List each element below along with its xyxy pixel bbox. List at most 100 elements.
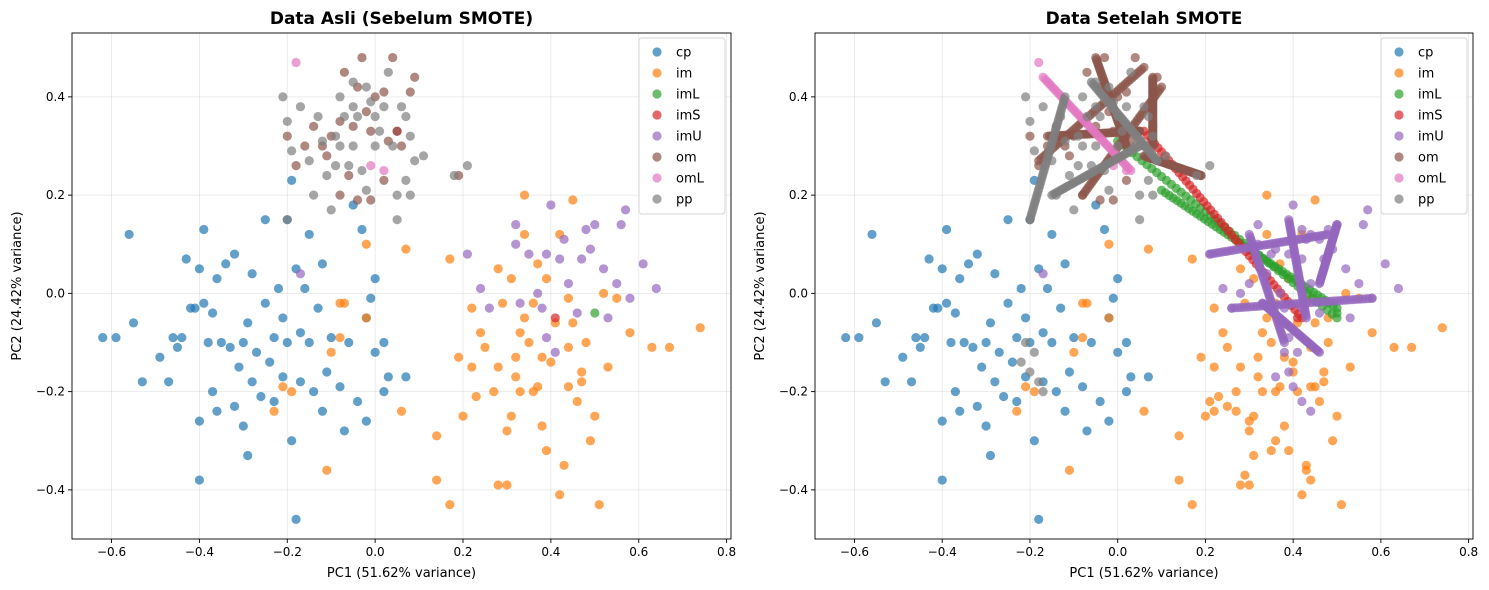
legend-label-omL: omL [1418, 172, 1447, 187]
data-point-pp [1161, 151, 1171, 161]
data-point-im [1279, 421, 1289, 431]
legend-label-imS: imS [1418, 109, 1443, 124]
data-point-cp [972, 249, 982, 259]
data-point-im [647, 342, 657, 353]
data-point-imU [1306, 229, 1316, 240]
data-point-pp [331, 161, 341, 171]
data-point-im [506, 274, 516, 284]
data-point-cp [1069, 332, 1079, 343]
data-point-cp [207, 387, 218, 397]
data-point-im [519, 313, 530, 323]
data-point-om [410, 72, 420, 82]
chart-title-original: Data Asli (Sebelum SMOTE) [270, 9, 533, 29]
data-point-im [445, 254, 455, 264]
data-point-imU [1253, 219, 1263, 230]
data-point-pp [388, 141, 398, 151]
data-point-cp [933, 303, 943, 313]
x-tick-label: 0.4 [1284, 545, 1303, 559]
data-point-cp [300, 283, 310, 294]
data-point-cp [124, 229, 134, 240]
data-point-im [1029, 387, 1039, 397]
data-point-cp [924, 254, 934, 264]
data-point-im [537, 421, 547, 431]
legend-label-om: om [1418, 151, 1439, 166]
data-point-im [1323, 337, 1333, 348]
data-point-imU [638, 259, 648, 269]
legend-marker-im [1394, 68, 1404, 78]
data-point-pp [1099, 165, 1110, 176]
data-point-om [1082, 67, 1092, 77]
data-point-im [1271, 387, 1281, 397]
synthetic-point-imU [1314, 347, 1325, 357]
chart-title-smote: Data Setelah SMOTE [1046, 9, 1243, 29]
data-point-im [1218, 328, 1228, 338]
data-point-imU [555, 254, 565, 264]
data-point-cp [238, 421, 248, 431]
data-point-cp [322, 367, 332, 377]
data-point-cp [867, 229, 877, 240]
x-tick-label: 0.8 [717, 545, 736, 559]
data-point-pp [401, 175, 411, 185]
data-point-cp [946, 337, 956, 348]
data-point-om [282, 131, 292, 141]
legend-label-imL: imL [676, 88, 700, 103]
x-tick-label: 0.8 [1459, 545, 1478, 559]
scatter-points-original [98, 52, 705, 524]
data-point-pp [1095, 111, 1105, 122]
data-point-cp [1121, 337, 1132, 348]
data-point-cp [937, 416, 947, 426]
data-point-om [388, 52, 398, 63]
series-cp [841, 175, 1153, 524]
data-point-cp [295, 328, 306, 338]
data-point-cp [955, 406, 965, 416]
data-point-cp [194, 475, 205, 485]
data-point-im [1249, 450, 1259, 461]
legend-marker-om [1394, 152, 1404, 162]
data-point-pp [374, 126, 385, 136]
data-point-om [379, 175, 389, 185]
data-point-im [1069, 347, 1079, 357]
data-point-pp [1152, 156, 1162, 166]
data-point-pp [449, 170, 459, 181]
data-point-imU [1297, 303, 1307, 313]
data-point-cp [98, 332, 108, 343]
data-point-im [1244, 426, 1254, 436]
data-point-cp [401, 372, 411, 382]
data-point-im [1306, 475, 1316, 485]
y-tick-label: 0.4 [46, 90, 65, 104]
data-point-im [1437, 323, 1447, 333]
data-point-im [1209, 303, 1219, 313]
data-point-cp [942, 298, 952, 308]
data-point-pp [339, 111, 349, 122]
chart-panel-original: Data Asli (Sebelum SMOTE) PC1 (51.62% va… [10, 9, 736, 581]
legend-marker-pp [652, 194, 662, 204]
data-point-imU [533, 288, 543, 298]
data-point-im [445, 500, 455, 510]
data-point-cp [880, 377, 890, 387]
data-point-pp [379, 102, 389, 112]
data-point-cp [1012, 332, 1022, 343]
data-point-om [405, 87, 415, 97]
x-tick-label: 0.6 [629, 545, 648, 559]
data-point-im [1104, 239, 1114, 249]
data-point-pp [1029, 347, 1039, 357]
data-point-cp [1016, 283, 1026, 294]
data-point-omL [1034, 57, 1044, 68]
data-point-cp [172, 342, 183, 353]
data-point-cp [985, 450, 996, 461]
data-point-pp [462, 161, 472, 171]
x-tick-label: −0.2 [1015, 545, 1044, 559]
data-point-imU [1297, 254, 1307, 264]
data-point-pp [1025, 116, 1035, 127]
data-point-imU [1332, 219, 1342, 230]
data-point-cp [950, 387, 960, 397]
x-tick-label: −0.6 [840, 545, 869, 559]
data-point-im [1174, 431, 1184, 441]
ticks-original: −0.6 −0.4 −0.2 0.0 0.2 0.4 0.6 0.8 −0.4 −0.2 0.0 0.… [36, 90, 736, 559]
data-point-im [1012, 406, 1022, 416]
data-point-im [1143, 244, 1153, 254]
data-point-im [489, 387, 499, 397]
data-point-cp [357, 224, 367, 235]
data-point-pp [1064, 170, 1075, 181]
